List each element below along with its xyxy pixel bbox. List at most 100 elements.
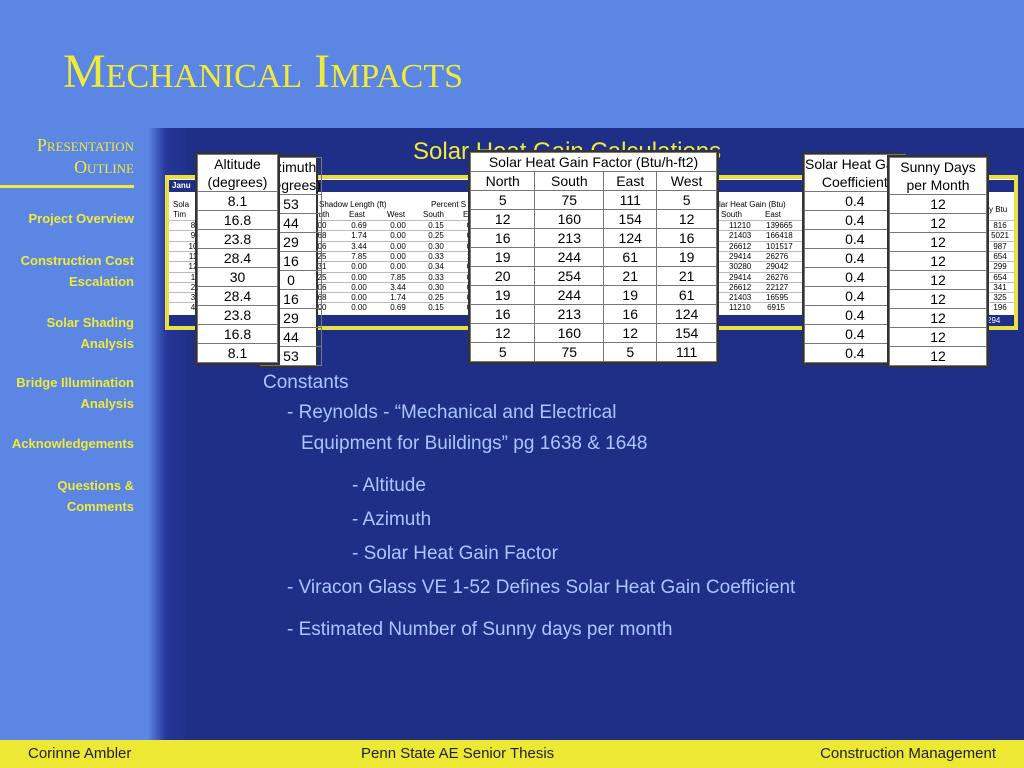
cell: 16 xyxy=(469,228,536,248)
cell: 11210 xyxy=(729,303,751,313)
row: 23.8 xyxy=(197,229,278,249)
cell: 0.30 xyxy=(428,282,444,292)
cell: 19 xyxy=(469,247,536,267)
cell: 61 xyxy=(603,247,658,267)
cell: 0.4 xyxy=(804,267,906,287)
cell: 5 xyxy=(469,342,536,362)
nav-item: Bridge Illumination Analysis xyxy=(16,375,134,411)
row: 19 244 19 61 xyxy=(469,285,717,305)
cell: 160 xyxy=(534,209,605,229)
header-cell: South xyxy=(721,210,742,219)
cell: 12 xyxy=(469,323,536,343)
cell: 244 xyxy=(534,247,605,267)
column-header: West xyxy=(656,171,717,191)
cell: 1.74 xyxy=(390,293,406,303)
row: 0.4 xyxy=(804,229,906,249)
cell: 0.33 xyxy=(428,251,444,261)
header-cell: Altitude (degrees) xyxy=(197,154,278,192)
cell: 12 xyxy=(603,323,658,343)
cell: 0.69 xyxy=(390,303,406,313)
cell: 21 xyxy=(656,266,717,286)
cell: 25 xyxy=(317,251,327,261)
row: 16.8 xyxy=(197,210,278,230)
cell: 0.00 xyxy=(351,272,367,282)
cell: 12 xyxy=(889,251,987,271)
cell: 12 xyxy=(656,209,717,229)
row: 12 xyxy=(889,213,987,233)
nav-item: Solar Shading Analysis xyxy=(46,315,134,351)
cell: 00 xyxy=(317,221,327,230)
footer-center: Penn State AE Senior Thesis xyxy=(361,745,555,762)
sidebar-rule xyxy=(0,185,134,188)
sidebar-heading: Presentation Outline xyxy=(37,134,134,178)
cell: 0.00 xyxy=(351,282,367,292)
cell: 19 xyxy=(603,285,658,305)
nav-item: Questions & Comments xyxy=(57,478,134,514)
cell: 160 xyxy=(534,323,605,343)
header-line: Sunny Days xyxy=(900,159,976,175)
cell: 5 xyxy=(603,342,658,362)
header-cell: Shadow Length (ft) xyxy=(319,200,387,209)
footer-right: Construction Management xyxy=(820,745,996,762)
row: 23.8 xyxy=(197,305,278,325)
cell: 0.4 xyxy=(804,305,906,325)
cell: 5021 xyxy=(991,231,1009,241)
column-row: North South East West xyxy=(469,171,717,191)
row: 5 75 5 111 xyxy=(469,342,717,362)
body-text: - Altitude xyxy=(352,475,426,496)
cell: 5 xyxy=(656,190,717,210)
row: 12 xyxy=(889,346,987,366)
cell: 12 xyxy=(889,213,987,233)
cell: 06 xyxy=(317,241,327,251)
row: 0.4 xyxy=(804,305,906,325)
cell: 16595 xyxy=(766,293,789,303)
cell: 166418 xyxy=(766,231,793,241)
cell: 23.8 xyxy=(197,229,278,249)
cell: 0.69 xyxy=(351,221,367,230)
header-line: Solar Heat Gain xyxy=(805,156,905,172)
row: 5 75 111 5 xyxy=(469,190,717,210)
cell: 16.8 xyxy=(197,210,278,230)
cell: 196 xyxy=(993,303,1007,313)
cell: 26612 xyxy=(729,282,752,292)
header-row: Sunny Days per Month xyxy=(889,157,987,195)
cell: 2 xyxy=(190,282,196,292)
header-cell: West xyxy=(387,210,406,219)
header-cell: y Btu xyxy=(989,205,1008,214)
header-cell: Tim xyxy=(173,210,187,219)
cell: 0.4 xyxy=(804,229,906,249)
cell: 0.25 xyxy=(428,231,444,241)
cell: 8.1 xyxy=(197,191,278,211)
header-cell: East xyxy=(765,210,782,219)
cell: 00 xyxy=(317,303,327,313)
row: 0.4 xyxy=(804,191,906,211)
cell: 154 xyxy=(656,323,717,343)
cell: 12 xyxy=(889,232,987,252)
body-text: - Azimuth xyxy=(352,509,432,530)
row: 12 160 12 154 xyxy=(469,323,717,343)
header-line: Solar Heat Gain Factor (Btu/h-ft2) xyxy=(488,154,699,170)
header-cell: lar Heat Gain (Btu) xyxy=(719,200,786,209)
cell: 7.85 xyxy=(390,272,406,282)
body-text: - Estimated Number of Sunny days per mon… xyxy=(287,619,673,640)
cell: 12 xyxy=(889,270,987,290)
header-cell: Sunny Days per Month xyxy=(889,157,987,195)
nav-item: Project Overview xyxy=(28,211,135,226)
body-text: Constants xyxy=(263,372,349,393)
row: 16.8 xyxy=(197,324,278,344)
cell: 68 xyxy=(317,293,327,303)
caption: Janu xyxy=(172,181,191,190)
cell: 3 xyxy=(190,293,196,303)
data-table: Altitude (degrees) 8.1 16.8 23.8 28.4 30 28.4 23… xyxy=(195,152,280,365)
cell: 8.1 xyxy=(197,343,278,363)
header-cell: outh xyxy=(314,210,330,219)
cell: 5 xyxy=(469,190,536,210)
cell: 16 xyxy=(603,304,658,324)
cell: 12 xyxy=(469,209,536,229)
cell: 3.44 xyxy=(351,241,367,251)
cell: 29414 xyxy=(729,272,752,282)
table: Solar Heat Gain Factor (Btu/h-ft2) North S… xyxy=(469,152,717,362)
row: 12 160 154 12 xyxy=(469,209,717,229)
row: 19 244 61 19 xyxy=(469,247,717,267)
cell: 154 xyxy=(603,209,658,229)
